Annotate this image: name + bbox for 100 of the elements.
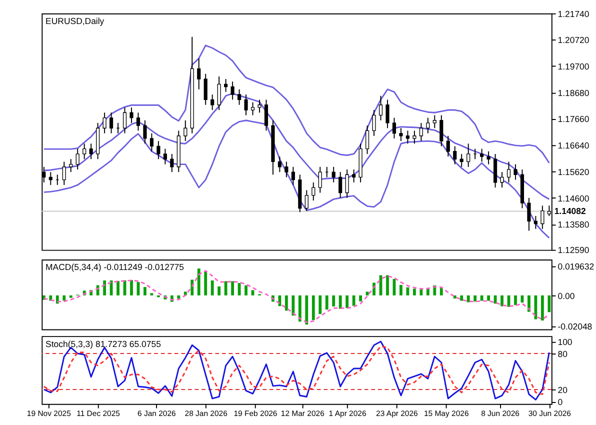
x-tick-label: 19 Nov 2025 xyxy=(26,409,71,418)
bar xyxy=(116,280,120,296)
bar xyxy=(352,295,356,306)
candlestick xyxy=(69,158,73,173)
bar xyxy=(480,295,484,301)
candlestick xyxy=(143,120,147,144)
bar xyxy=(251,290,254,296)
x-tick-label: 30 Jun 2026 xyxy=(528,409,571,418)
candlestick xyxy=(345,168,349,198)
candlestick xyxy=(372,110,376,136)
ref-line-label: 1.14082 xyxy=(554,206,586,216)
candlestick xyxy=(156,140,160,160)
x-tick-label: 15 May 2026 xyxy=(424,409,469,418)
candlestick xyxy=(122,106,127,134)
y-tick-label: 100 xyxy=(558,336,572,347)
x-tick-label: 11 Dec 2025 xyxy=(76,409,120,418)
candlestick xyxy=(204,73,208,106)
bar xyxy=(231,281,234,296)
candlestick xyxy=(365,125,370,154)
candlestick xyxy=(386,99,390,129)
x-tick-label: 12 Mar 2026 xyxy=(280,409,324,418)
candlestick xyxy=(62,161,66,186)
candlestick xyxy=(48,172,52,186)
y-tick-label: 20 xyxy=(558,384,568,395)
bar xyxy=(218,286,221,296)
candlestick xyxy=(244,94,248,116)
bar xyxy=(400,284,402,296)
y-tick-label: 1.19700 xyxy=(558,61,590,72)
candlestick xyxy=(312,182,316,201)
candlestick xyxy=(440,114,444,147)
x-tick-label: 23 Apr 2026 xyxy=(376,409,418,418)
y-tick-label: 0.019632 xyxy=(558,261,594,272)
candlestick xyxy=(217,76,221,111)
candlestick xyxy=(426,117,430,134)
candlestick xyxy=(514,164,518,180)
bar xyxy=(305,295,308,325)
candlestick xyxy=(224,78,228,92)
candlestick xyxy=(230,81,234,100)
x-tick-label: 28 Jan 2026 xyxy=(184,409,228,418)
candlestick xyxy=(210,94,214,111)
candlestick xyxy=(318,166,322,194)
candlestick xyxy=(486,150,490,165)
candlestick xyxy=(284,161,288,178)
bar xyxy=(386,275,389,296)
candlestick xyxy=(332,166,336,183)
candlestick xyxy=(184,120,188,142)
candlestick xyxy=(109,112,114,134)
candlestick xyxy=(419,122,423,142)
candlestick xyxy=(258,99,262,114)
candlestick xyxy=(493,153,498,188)
bar xyxy=(312,295,315,320)
candlestick xyxy=(102,112,106,134)
candlestick xyxy=(399,128,403,142)
candlestick xyxy=(446,135,450,158)
candlestick xyxy=(197,58,201,90)
bar xyxy=(210,280,214,296)
candlestick xyxy=(250,102,255,116)
chart-title: MACD(5,34,4) -0.011249 -0.012775 xyxy=(46,262,184,272)
bar xyxy=(466,295,470,302)
candlestick xyxy=(406,130,410,144)
x-tick-label: 6 Jan 2026 xyxy=(138,409,176,418)
candlestick xyxy=(412,130,416,144)
candlestick xyxy=(500,172,504,188)
y-tick-label: 0 xyxy=(558,396,563,407)
y-tick-label: 1.14600 xyxy=(558,193,590,204)
bar xyxy=(534,295,538,320)
candlestick xyxy=(466,143,470,168)
bar xyxy=(292,295,295,316)
y-tick-label: -0.02048 xyxy=(558,321,592,332)
y-tick-label: 1.12590 xyxy=(558,245,590,256)
bar xyxy=(62,295,66,301)
candlestick xyxy=(338,172,342,198)
y-tick-label: 80 xyxy=(558,348,568,359)
candlestick xyxy=(130,106,134,124)
bar xyxy=(244,285,248,296)
x-tick-label: 19 Feb 2026 xyxy=(234,409,278,418)
candlestick xyxy=(506,161,511,183)
bar xyxy=(298,295,302,322)
bar xyxy=(500,295,504,306)
y-tick-label: 1.18680 xyxy=(558,88,590,98)
bar xyxy=(420,290,423,296)
candlestick xyxy=(89,143,93,160)
candlestick xyxy=(304,190,308,212)
bar xyxy=(224,281,228,296)
candlestick xyxy=(527,197,531,232)
y-tick-label: 1.13580 xyxy=(558,220,590,230)
bar xyxy=(514,295,517,306)
candlestick xyxy=(237,88,242,106)
bar xyxy=(366,292,369,296)
y-tick-label: 1.21740 xyxy=(558,8,590,19)
y-tick-label: 1.15620 xyxy=(558,166,590,177)
bar xyxy=(332,295,336,306)
candlestick xyxy=(453,146,457,165)
bar xyxy=(453,295,456,299)
bar xyxy=(204,271,208,296)
bar xyxy=(284,295,288,311)
candlestick xyxy=(392,117,396,139)
candlestick xyxy=(82,143,86,160)
candlestick xyxy=(480,148,484,162)
chart-title: EURUSD,Daily xyxy=(46,16,105,26)
